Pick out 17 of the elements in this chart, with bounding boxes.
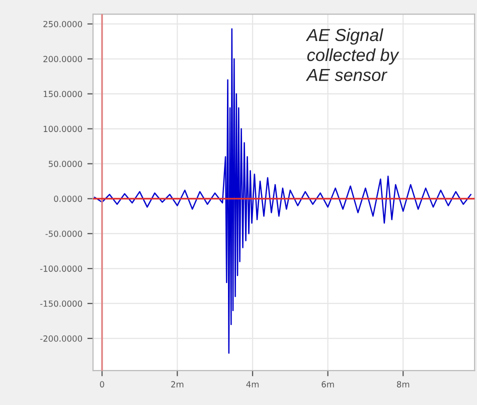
x-tick-label: 6m	[322, 381, 334, 388]
line-series	[94, 28, 472, 354]
x-tick-label: 0	[100, 381, 104, 388]
x-tick-label: 4m	[246, 381, 259, 388]
y-tick-label: 200.0000	[43, 56, 82, 62]
y-tick-label: -50.0000	[46, 230, 82, 237]
y-tick-label: -100.0000	[40, 266, 82, 272]
y-tick-label: -200.0000	[40, 335, 82, 342]
annotation: AE Signal collected by AE sensor	[306, 28, 400, 82]
x-tick-label: 2m	[171, 381, 184, 388]
y-tick-label: 150.0000	[44, 90, 82, 98]
y-tick-label: 250.0000	[43, 20, 82, 28]
y-tick-label: 100.0000	[44, 126, 82, 132]
y-tick-label: -150.0000	[40, 300, 82, 307]
y-tick-label: 0.0000	[54, 196, 82, 202]
y-tick-label: 50.0000	[48, 160, 82, 168]
x-tick-label: 8m	[396, 381, 410, 388]
